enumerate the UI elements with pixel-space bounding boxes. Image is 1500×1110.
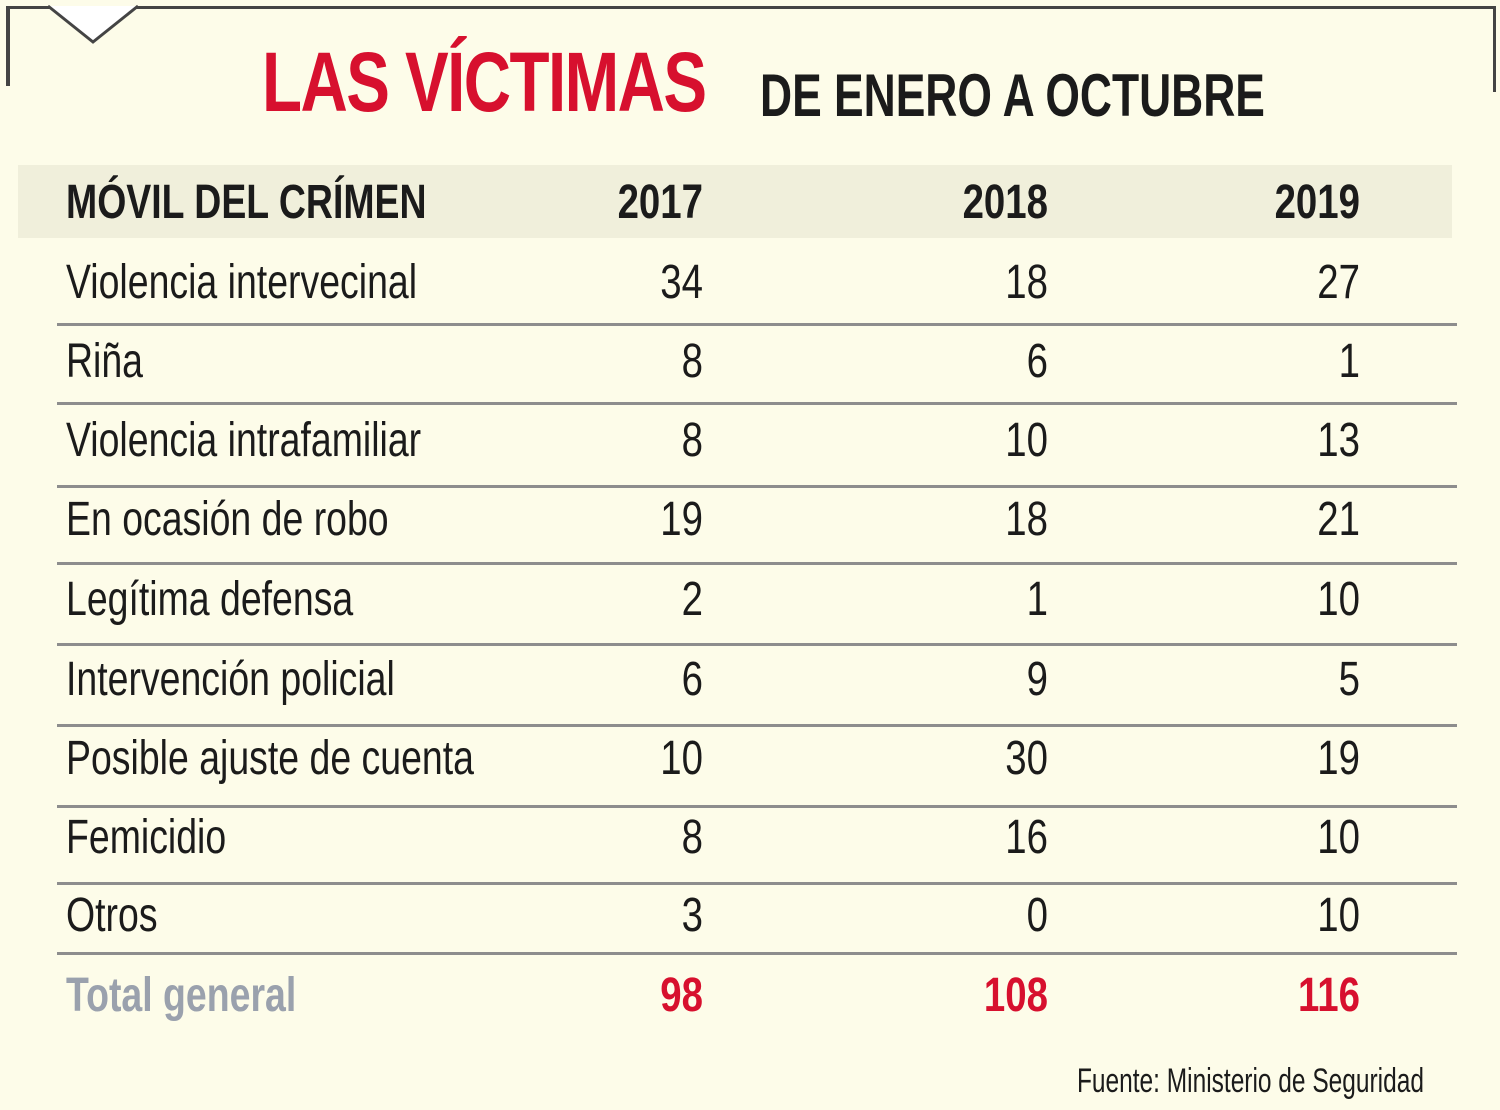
column-header-year: 2018	[962, 176, 1048, 229]
row-label: Legítima defensa	[66, 573, 354, 626]
column-header-year: 2019	[1274, 176, 1360, 229]
chart-subtitle: DE ENERO A OCTUBRE	[760, 62, 1265, 129]
table-cell-value: 8	[681, 414, 703, 467]
frame-right-border	[1493, 6, 1496, 92]
table-cell-value: 3	[681, 889, 703, 942]
row-label: Otros	[66, 889, 158, 942]
row-label: Posible ajuste de cuenta	[66, 732, 474, 785]
total-value: 108	[983, 969, 1048, 1022]
table-cell-value: 10	[660, 732, 703, 785]
table-cell-value: 9	[1026, 653, 1048, 706]
column-header-label: MÓVIL DEL CRÍMEN	[66, 176, 427, 229]
table-cell-value: 1	[1026, 573, 1048, 626]
chart-title-block: LAS VÍCTIMAS DE ENERO A OCTUBRE	[262, 35, 1265, 129]
source-note: Fuente: Ministerio de Seguridad	[1076, 1062, 1424, 1100]
table-cell-value: 30	[1005, 732, 1048, 785]
row-divider	[57, 805, 1457, 808]
table-cell-value: 18	[1005, 493, 1048, 546]
row-divider	[57, 562, 1457, 565]
row-label: Violencia intervecinal	[66, 256, 418, 309]
table-cell-value: 6	[681, 653, 703, 706]
table-cell-value: 21	[1317, 493, 1360, 546]
table-cell-value: 0	[1026, 889, 1048, 942]
row-divider	[57, 323, 1457, 326]
table-cell-value: 10	[1317, 811, 1360, 864]
chart-title: LAS VÍCTIMAS	[262, 35, 707, 129]
row-label: En ocasión de robo	[66, 493, 389, 546]
table-cell-value: 1	[1338, 335, 1360, 388]
total-label: Total general	[66, 969, 297, 1022]
row-divider	[57, 952, 1457, 955]
row-label: Femicidio	[66, 811, 227, 864]
total-value: 116	[1298, 969, 1360, 1022]
table-cell-value: 27	[1317, 256, 1360, 309]
row-label: Intervención policial	[66, 653, 395, 706]
table-cell-value: 10	[1317, 573, 1360, 626]
row-label: Riña	[66, 335, 144, 388]
table-cell-value: 2	[681, 573, 703, 626]
row-divider	[57, 643, 1457, 646]
notch-decoration	[48, 4, 138, 44]
table-cell-value: 6	[1026, 335, 1048, 388]
table-cell-value: 13	[1317, 414, 1360, 467]
table-cell-value: 5	[1338, 653, 1360, 706]
header-band	[18, 165, 1452, 238]
table-cell-value: 8	[681, 335, 703, 388]
table-cell-value: 10	[1317, 889, 1360, 942]
row-divider	[57, 724, 1457, 727]
frame-left-border	[6, 6, 10, 86]
table-cell-value: 16	[1005, 811, 1048, 864]
frame-top-border	[8, 6, 1496, 9]
row-label: Violencia intrafamiliar	[66, 414, 422, 467]
row-divider	[57, 402, 1457, 405]
table-cell-value: 19	[1317, 732, 1360, 785]
table-cell-value: 10	[1005, 414, 1048, 467]
table-cell-value: 8	[681, 811, 703, 864]
column-header-year: 2017	[617, 176, 703, 229]
table-cell-value: 19	[660, 493, 703, 546]
row-divider	[57, 882, 1457, 885]
table-cell-value: 18	[1005, 256, 1048, 309]
row-divider	[57, 485, 1457, 488]
total-value: 98	[660, 969, 703, 1022]
table-cell-value: 34	[660, 256, 703, 309]
